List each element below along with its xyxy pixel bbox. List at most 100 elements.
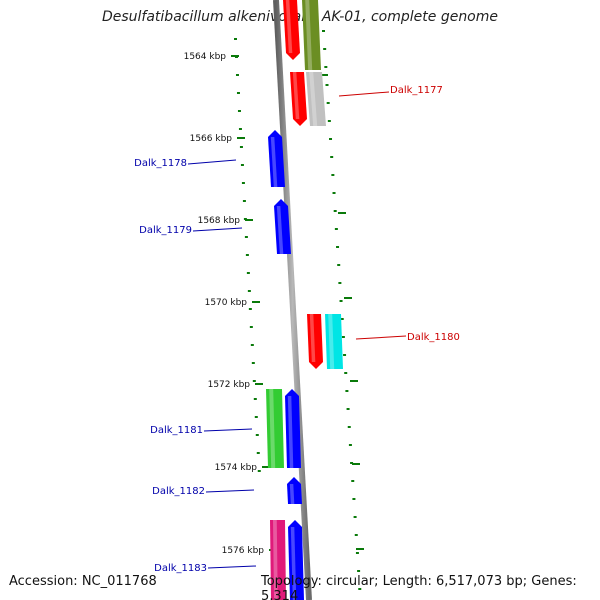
ruler-dash <box>254 416 258 418</box>
ruler-dash <box>350 462 354 464</box>
ruler-dash <box>351 480 355 482</box>
ruler-dash <box>358 588 362 590</box>
ruler-dash <box>326 102 330 104</box>
gene-label[interactable]: Dalk_1177 <box>390 85 443 96</box>
gene-feature-red[interactable] <box>283 0 300 60</box>
ruler-major-tick <box>255 383 263 385</box>
ruler-major-tick <box>252 301 260 303</box>
ruler-major-tick <box>352 463 360 465</box>
ruler-tick-labels: 1564 kbp 1566 kbp 1568 kbp 1570 kbp 1572 kbp… <box>184 52 277 556</box>
gene-feature-dalk-1180[interactable] <box>307 314 323 369</box>
gene-leader-line <box>355 335 407 340</box>
ruler-tick-label: 1568 kbp <box>198 216 241 226</box>
ruler-dash <box>237 110 241 112</box>
ruler-dash <box>354 534 358 536</box>
ruler-major-tick <box>231 55 239 57</box>
ruler-dash <box>248 308 252 310</box>
ruler-dash <box>239 146 243 148</box>
ruler-dash <box>246 272 250 274</box>
gene-feature-dalk-1177[interactable] <box>290 72 307 126</box>
ruler-dash <box>235 74 239 76</box>
ruler-dash <box>256 452 260 454</box>
ruler-tick-label: 1572 kbp <box>208 380 251 390</box>
gene-label[interactable]: Dalk_1178 <box>134 158 187 169</box>
topology-text: Topology: circular; Length: 6,517,073 bp… <box>261 574 577 600</box>
ruler-dash <box>333 210 337 212</box>
ruler-tick-label: 1574 kbp <box>215 463 258 473</box>
ruler-dash <box>255 434 259 436</box>
ruler-dash <box>345 390 349 392</box>
ruler-ticks-right <box>320 30 364 590</box>
ruler-dash <box>331 174 335 176</box>
gene-feature-dalk-1178[interactable] <box>268 130 285 187</box>
ruler-dash <box>234 38 237 40</box>
gene-feature-olive[interactable] <box>302 0 321 70</box>
ruler-major-tick <box>262 466 270 468</box>
ruler-dash <box>238 128 242 130</box>
ruler-dash <box>325 84 329 86</box>
gene-labels[interactable]: Dalk_1177 Dalk_1178 Dalk_1179 Dalk_1180 Dalk… <box>134 85 460 574</box>
ruler-dash <box>324 66 328 68</box>
genome-backbone <box>273 0 312 600</box>
ruler-dash <box>337 264 341 266</box>
ruler-dash <box>253 398 257 400</box>
ruler-dash <box>244 236 248 238</box>
ruler-major-tick <box>320 74 328 76</box>
ruler-dash <box>346 408 350 410</box>
ruler-dash <box>338 282 342 284</box>
ruler-dash <box>352 498 356 500</box>
gene-feature-dalk-1181[interactable] <box>285 389 301 468</box>
ruler-dash <box>323 48 327 50</box>
ruler-tick-label: 1576 kbp <box>222 546 265 556</box>
gene-feature-pink[interactable] <box>270 520 286 600</box>
ruler-dash <box>250 344 254 346</box>
ruler-dash <box>357 570 361 572</box>
gene-feature-dalk-1182[interactable] <box>287 477 302 504</box>
ruler-dash <box>249 326 253 328</box>
gene-leader-line <box>192 227 243 232</box>
ruler-dash <box>242 200 246 202</box>
gene-features <box>266 0 343 600</box>
ruler-dash <box>334 228 338 230</box>
gene-feature-silver[interactable] <box>306 72 326 126</box>
ruler-dash <box>327 120 331 122</box>
gene-leader-line <box>338 91 390 97</box>
gene-label[interactable]: Dalk_1183 <box>154 563 207 574</box>
ruler-dash <box>257 470 261 472</box>
gene-label[interactable]: Dalk_1181 <box>150 425 203 436</box>
ruler-dash <box>251 362 255 364</box>
ruler-dash <box>347 426 351 428</box>
ruler-dash <box>236 92 240 94</box>
gene-leader-line <box>207 565 257 569</box>
ruler-tick-label: 1570 kbp <box>205 298 248 308</box>
ruler-dash <box>332 192 336 194</box>
ruler-tick-label: 1566 kbp <box>190 134 233 144</box>
ruler-major-tick <box>344 297 352 299</box>
gene-leader-line <box>203 428 253 432</box>
ruler-major-tick <box>338 212 346 214</box>
gene-feature-green[interactable] <box>266 389 284 468</box>
ruler-dash <box>240 164 244 166</box>
ruler-dash <box>329 138 333 140</box>
ruler-dash <box>341 336 345 338</box>
ruler-dash <box>343 354 347 356</box>
gene-feature-dalk-1183[interactable] <box>288 520 304 600</box>
ruler-dash <box>344 372 348 374</box>
gene-feature-cyan[interactable] <box>325 314 343 369</box>
gene-feature-dalk-1179[interactable] <box>274 199 291 254</box>
ruler-dash <box>339 300 343 302</box>
ruler-major-tick <box>350 380 358 382</box>
ruler-major-tick <box>356 548 364 550</box>
ruler-ticks-left <box>234 38 261 472</box>
ruler-tick-label: 1564 kbp <box>184 52 227 62</box>
gene-label[interactable]: Dalk_1182 <box>152 486 205 497</box>
ruler-dash <box>340 318 344 320</box>
ruler-dash <box>336 246 340 248</box>
ruler-dash <box>353 516 357 518</box>
ruler-dash <box>245 254 249 256</box>
gene-label[interactable]: Dalk_1180 <box>407 332 460 343</box>
ruler-dash <box>241 182 245 184</box>
gene-label[interactable]: Dalk_1179 <box>139 225 192 236</box>
